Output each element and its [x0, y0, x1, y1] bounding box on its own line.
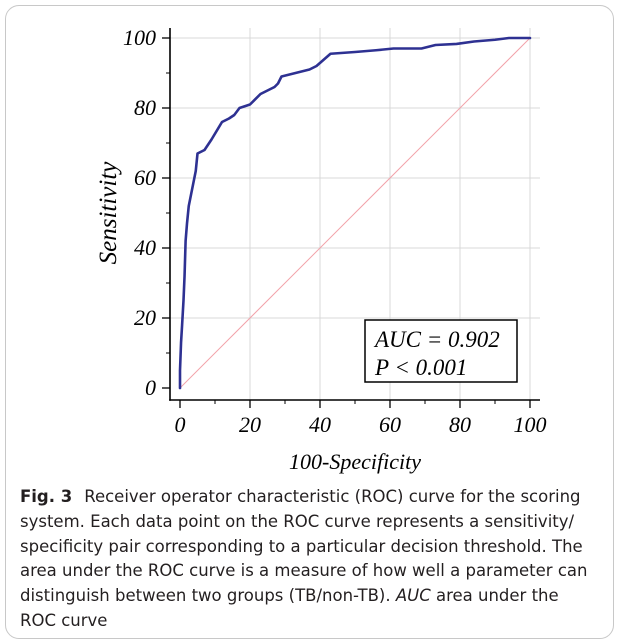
reference-diagonal-line [179, 37, 531, 389]
y-tick-label: 20 [134, 305, 156, 330]
auc-value-text: AUC = 0.902 [373, 327, 500, 352]
y-tick-label: 40 [134, 235, 156, 260]
figure-frame [5, 5, 614, 639]
caption-abbreviation: AUC [395, 586, 431, 606]
y-tick-label: 60 [134, 165, 156, 190]
roc-chart: 0 20 40 60 80 100 0 20 40 60 80 100 AUC = 0.902 P <… [95, 25, 547, 474]
auc-annotation-box [364, 319, 518, 383]
caption-text: area under the ROC curve is a measure of… [20, 561, 588, 581]
x-tick-label: 60 [379, 412, 401, 437]
caption-line: specificity pair corresponding to a part… [20, 535, 610, 560]
p-value-text: P < 0.001 [374, 355, 467, 380]
y-tick-label: 80 [134, 95, 156, 120]
caption-text: specificity pair corresponding to a part… [20, 536, 583, 556]
caption-text: distinguish between two groups (TB/non-T… [20, 586, 391, 606]
x-tick-label: 40 [309, 412, 331, 437]
caption-line: Fig. 3 Receiver operator characteristic (… [20, 485, 610, 510]
y-tick-label: 100 [123, 25, 156, 50]
caption-line: distinguish between two groups (TB/non-T… [20, 584, 610, 609]
caption-text: system. Each data point on the ROC curve… [20, 511, 575, 531]
figure-caption: Fig. 3 Receiver operator characteristic (… [20, 485, 610, 634]
caption-text: Receiver operator characteristic (ROC) c… [84, 487, 581, 506]
figure-label: Fig. 3 [20, 487, 73, 506]
x-tick-label: 80 [449, 412, 471, 437]
caption-line: system. Each data point on the ROC curve… [20, 510, 610, 535]
x-tick-label: 20 [239, 412, 261, 437]
x-tick-label: 100 [514, 412, 547, 437]
x-tick-label: 0 [175, 412, 186, 437]
caption-line: area under the ROC curve is a measure of… [20, 559, 610, 584]
auc-annotation: AUC = 0.902 P < 0.001 [364, 319, 518, 383]
series-layer [178, 36, 532, 390]
y-tick-label: 0 [145, 375, 156, 400]
tick-labels: 0 20 40 60 80 100 0 20 40 60 80 100 [123, 25, 547, 437]
caption-text: ROC curve [20, 610, 108, 630]
axes [162, 28, 540, 408]
caption-text: area under the [435, 586, 559, 606]
caption-line: ROC curve [20, 609, 610, 634]
y-axis-title: Sensitivity [95, 161, 122, 265]
roc-curve-line [178, 36, 532, 390]
x-axis-title: 100-Specificity [289, 449, 421, 474]
